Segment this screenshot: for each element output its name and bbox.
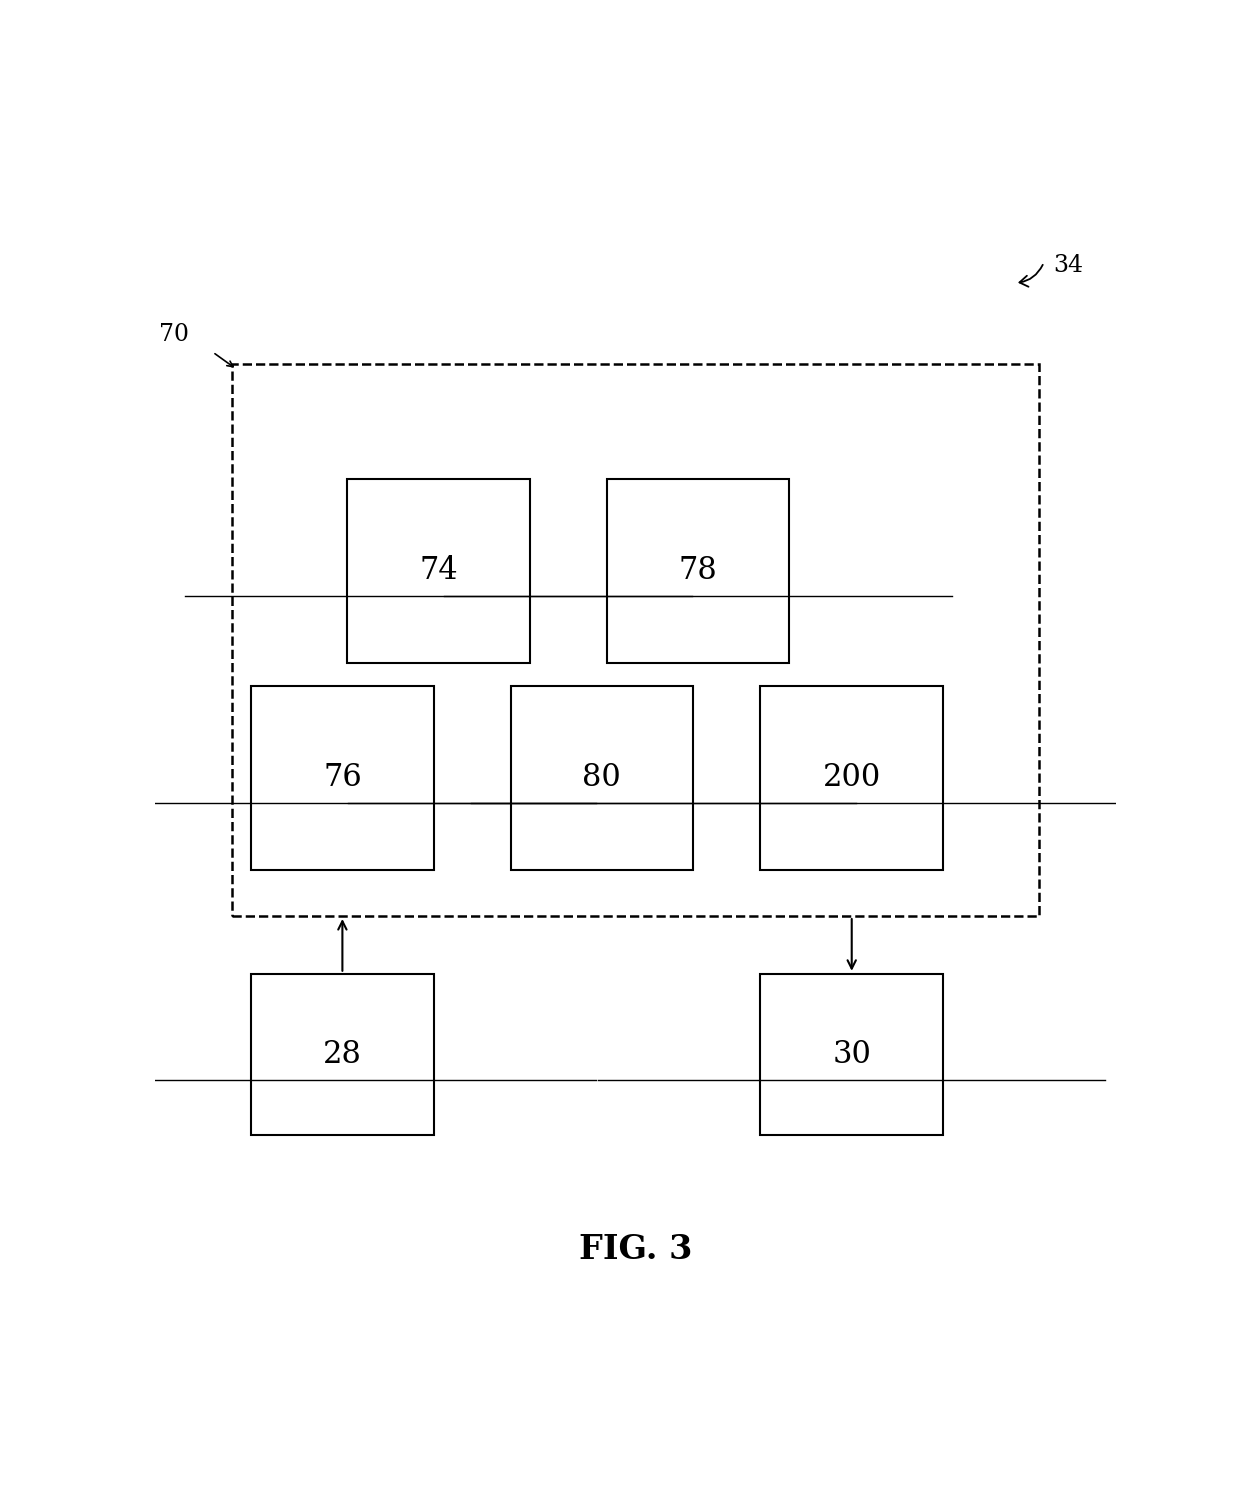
Text: 80: 80 (583, 762, 621, 794)
Bar (232, 363, 1039, 916)
Bar (606, 478, 789, 662)
Bar (760, 686, 942, 870)
FancyArrowPatch shape (1019, 265, 1043, 287)
Text: 70: 70 (159, 323, 188, 347)
Bar (760, 973, 942, 1135)
Text: 28: 28 (322, 1039, 362, 1070)
Text: 74: 74 (419, 555, 458, 586)
Bar (250, 973, 434, 1135)
Text: 30: 30 (832, 1039, 872, 1070)
Text: 34: 34 (1054, 254, 1084, 277)
Text: 76: 76 (322, 762, 362, 794)
Bar (347, 478, 529, 662)
Bar (250, 686, 434, 870)
Text: 78: 78 (678, 555, 717, 586)
Text: FIG. 3: FIG. 3 (579, 1233, 692, 1266)
Text: 200: 200 (822, 762, 880, 794)
Bar (511, 686, 693, 870)
